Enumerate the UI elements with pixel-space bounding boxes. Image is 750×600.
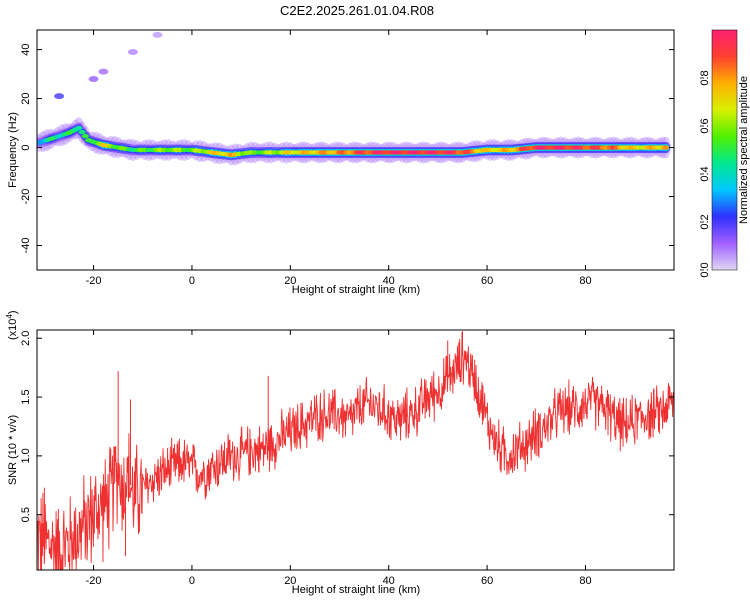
x-tick-label: 60 — [481, 575, 493, 587]
spectrogram-frame — [36, 29, 675, 271]
y-tick-label: 20 — [20, 92, 32, 104]
colorbar: 0.0 0.2 0.4 0.6 0.8 Normalized spectral ampl… — [699, 29, 750, 278]
spectrogram-panel: C2E2.2025.261.01.04.R08 -20 0 20 40 60 80 -40… — [7, 3, 675, 296]
weak-feature — [98, 68, 109, 75]
x-tick-label: 80 — [579, 275, 591, 287]
y-tick-label: 40 — [20, 43, 32, 55]
x-tick-label: 60 — [481, 275, 493, 287]
weak-feature — [88, 75, 99, 82]
y-tick-label: -40 — [20, 238, 32, 254]
x-tick-label: 80 — [579, 575, 591, 587]
snr-y-axis-label: SNR (10 * v/v) — [7, 415, 19, 485]
snr-scale-factor: (x104) — [5, 310, 19, 340]
snr-scale-factor-base: (x104) — [5, 310, 19, 340]
x-tick-label: 20 — [284, 575, 296, 587]
x-tick-label: -20 — [86, 275, 102, 287]
x-tick-label: 40 — [383, 575, 395, 587]
y-tick-label: 1.0 — [20, 448, 32, 463]
colorbar-tick-label: 0.8 — [699, 70, 711, 85]
x-tick-label: 40 — [383, 275, 395, 287]
colorbar-tick-label: 0.6 — [699, 118, 711, 133]
band-core — [78, 129, 86, 135]
y-tick-label: 0.5 — [20, 507, 32, 522]
colorbar-tick-label: 0.0 — [699, 262, 711, 277]
spectrogram-x-ticks: -20 0 20 40 60 80 — [86, 30, 592, 287]
x-tick-label: 0 — [189, 275, 195, 287]
colorbar-gradient — [711, 29, 738, 271]
y-tick-label: 2.0 — [20, 331, 32, 346]
snr-frame — [36, 329, 675, 571]
colorbar-ticks: 0.0 0.2 0.4 0.6 0.8 — [699, 70, 711, 277]
snr-scale-exponent: 4 — [5, 314, 14, 319]
spectrogram-y-axis-label: Frequency (Hz) — [7, 112, 19, 188]
colorbar-label: Normalized spectral amplitude — [738, 76, 750, 224]
weak-feature — [127, 49, 138, 56]
x-tick-label: 20 — [284, 275, 296, 287]
colorbar-tick-label: 0.4 — [699, 166, 711, 181]
y-tick-label: -20 — [20, 189, 32, 205]
snr-line — [37, 331, 674, 570]
band-core — [662, 145, 670, 150]
band-core — [81, 133, 89, 139]
snr-x-axis-label: Height of straight line (km) — [292, 584, 420, 596]
x-tick-label: -20 — [86, 575, 102, 587]
colorbar-tick-label: 0.2 — [699, 214, 711, 229]
band-core — [75, 125, 83, 131]
spectrogram-title: C2E2.2025.261.01.04.R08 — [280, 3, 434, 18]
spectrogram-x-axis-label: Height of straight line (km) — [292, 284, 420, 296]
snr-y-ticks: 0.5 1.0 1.5 2.0 — [20, 331, 674, 522]
y-tick-label: 0 — [20, 144, 32, 150]
snr-plot-area — [37, 331, 674, 570]
x-tick-label: 0 — [189, 575, 195, 587]
spectrogram-y-ticks: -40 -20 0 20 40 — [20, 43, 674, 253]
snr-x-ticks: -20 0 20 40 60 80 — [86, 330, 592, 587]
y-tick-label: 1.5 — [20, 389, 32, 404]
snr-panel: -20 0 20 40 60 80 0.5 1.0 1.5 2.0 Height of stra… — [5, 310, 675, 596]
spectrogram-plot-area — [37, 31, 671, 166]
weak-feature — [152, 31, 163, 38]
weak-feature — [54, 93, 65, 100]
